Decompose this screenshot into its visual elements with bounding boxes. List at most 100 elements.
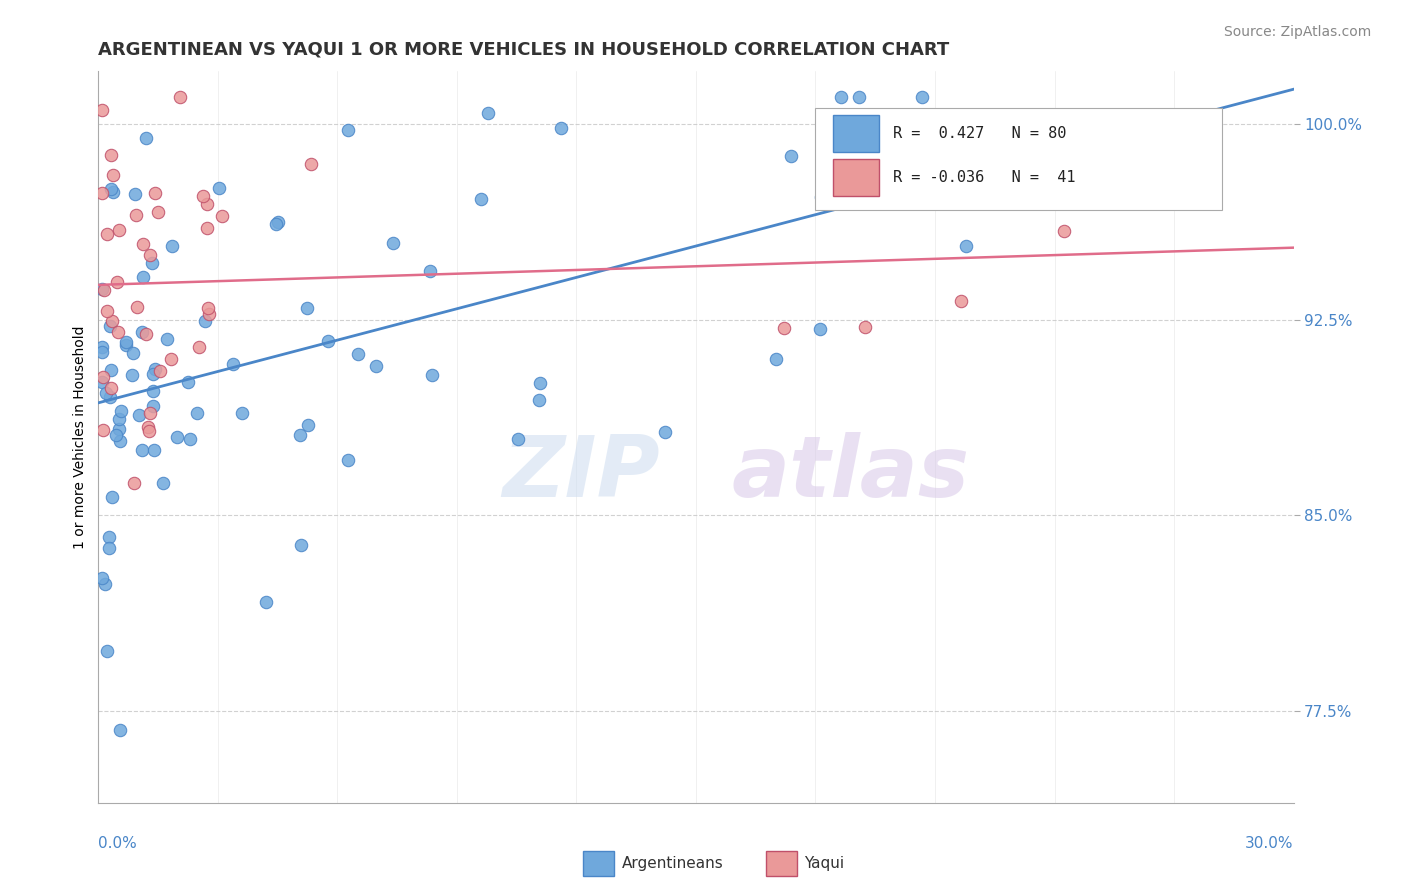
Point [132,236,155,251]
Point [195,197,218,211]
Point [470,192,492,206]
Point [108,223,131,237]
Point [290,538,312,552]
Text: ARGENTINEAN VS YAQUI 1 OR MORE VEHICLES IN HOUSEHOLD CORRELATION CHART: ARGENTINEAN VS YAQUI 1 OR MORE VEHICLES … [98,41,949,59]
Point [141,256,163,270]
Point [91,282,114,296]
Point [108,422,131,436]
Point [91,103,114,117]
Point [131,442,153,457]
Point [765,352,787,367]
Point [176,375,198,389]
Point [142,399,165,413]
Point [254,594,277,608]
Point [124,475,146,490]
Point [105,428,128,442]
Point [197,301,219,315]
Point [195,220,218,235]
Point [101,185,124,199]
Point [96,385,118,400]
Point [955,239,977,253]
Bar [834,159,879,195]
Point [477,106,499,120]
Point [529,376,551,391]
Point [91,344,114,359]
Point [100,148,122,162]
Point [135,131,157,145]
Point [838,186,860,201]
Point [780,148,803,162]
Point [848,90,870,104]
Text: ZIP: ZIP [502,432,661,516]
Point [420,368,443,382]
Point [853,320,876,334]
Point [299,157,322,171]
Point [346,347,368,361]
Point [222,357,245,371]
Point [135,326,157,341]
Point [96,644,118,658]
Point [138,424,160,438]
Point [91,340,114,354]
Point [950,294,973,309]
Point [810,190,832,204]
Point [121,368,143,383]
Point [105,275,128,289]
Point [97,541,120,556]
Point [93,283,115,297]
Point [91,370,114,384]
Point [114,334,136,349]
Text: Source: ZipAtlas.com: Source: ZipAtlas.com [1223,25,1371,39]
Point [124,187,146,202]
Point [191,189,214,203]
Point [125,208,148,222]
Point [529,393,551,408]
Point [100,490,122,504]
Point [297,418,319,433]
Point [169,90,191,104]
Point [107,325,129,339]
Text: Yaqui: Yaqui [804,856,845,871]
Point [364,359,387,373]
Point [131,325,153,339]
Bar [834,115,879,152]
Point [98,318,121,333]
Point [654,425,676,439]
Point [91,571,114,585]
Text: Argentineans: Argentineans [621,856,723,871]
Point [96,304,118,318]
Point [159,351,181,366]
Point [115,338,138,352]
Point [143,362,166,376]
Point [316,334,339,348]
Point [264,217,287,231]
Point [862,154,884,169]
Point [122,345,145,359]
Point [166,430,188,444]
Point [93,577,115,591]
Point [152,475,174,490]
Point [100,314,122,328]
Point [337,453,360,467]
Point [231,406,253,420]
Text: 30.0%: 30.0% [1246,836,1294,851]
Point [142,367,165,381]
Point [382,236,405,251]
Point [100,362,122,376]
Point [108,411,131,425]
Point [288,427,311,442]
Y-axis label: 1 or more Vehicles in Household: 1 or more Vehicles in Household [73,326,87,549]
Point [146,204,169,219]
Text: R =  0.427   N = 80: R = 0.427 N = 80 [893,126,1067,141]
Point [149,364,172,378]
Point [295,301,318,316]
Point [186,406,208,420]
Point [187,340,209,354]
Point [139,406,162,420]
Point [336,123,359,137]
Point [419,264,441,278]
Text: atlas: atlas [733,432,970,516]
Point [160,239,183,253]
Point [207,181,229,195]
Point [211,209,233,223]
